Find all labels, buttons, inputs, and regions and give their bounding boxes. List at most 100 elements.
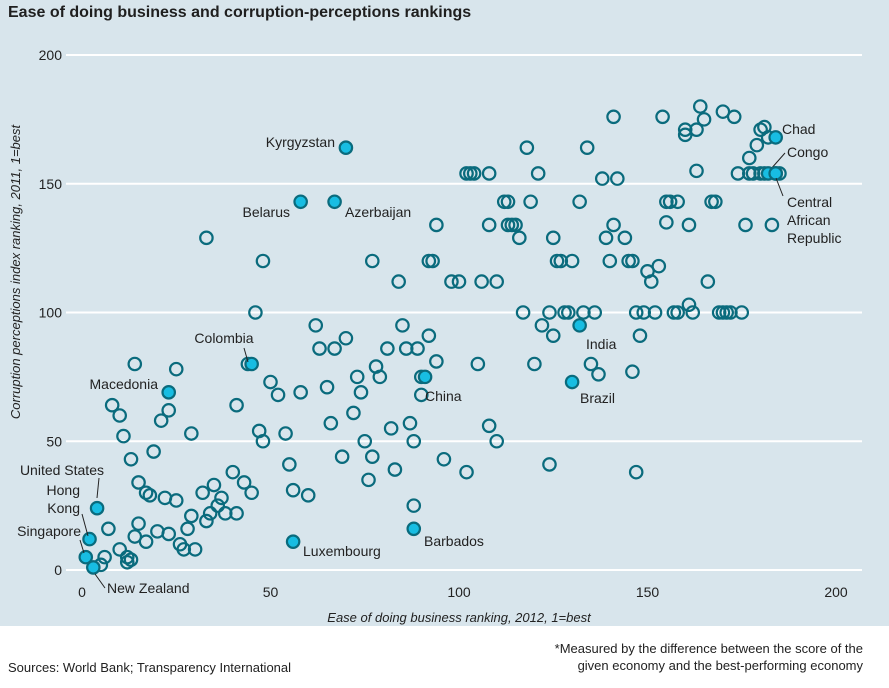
scatter-chart: 0 50 100 150 200 0 50 100 150 200 Ease of doing bu… xyxy=(8,47,862,625)
data-point-14 xyxy=(168,493,184,508)
label-congo: Congo xyxy=(787,144,828,160)
highlight-point-united-states xyxy=(89,500,105,516)
highlight-point-chad xyxy=(768,130,783,145)
footnote: *Measured by the difference between the … xyxy=(555,640,863,674)
data-point-41 xyxy=(312,341,327,356)
label-india: India xyxy=(586,336,617,352)
sources-note: Sources: World Bank; Transparency Intern… xyxy=(8,660,292,675)
data-point-141 xyxy=(685,305,701,320)
footnote-line-1: *Measured by the difference between the … xyxy=(554,641,863,656)
data-point-67 xyxy=(104,397,120,413)
data-point-107 xyxy=(542,305,557,320)
data-point-82 xyxy=(184,426,199,441)
data-point-179 xyxy=(628,464,644,480)
data-point-117 xyxy=(587,305,603,320)
highlight-point-barbados xyxy=(406,521,422,537)
data-point-173 xyxy=(689,163,704,179)
data-point-6 xyxy=(123,552,139,567)
data-point-79 xyxy=(255,253,271,269)
data-point-105 xyxy=(530,166,546,181)
data-point-39 xyxy=(300,488,316,503)
data-point-23 xyxy=(206,477,222,493)
data-point-131 xyxy=(643,274,659,289)
highlight-point-colombia xyxy=(244,356,259,372)
label-united-states: United States xyxy=(20,462,104,478)
highlight-point-china xyxy=(417,369,433,385)
data-point-144 xyxy=(700,274,716,289)
data-point-20 xyxy=(195,485,210,501)
data-point-45 xyxy=(334,449,350,464)
highlight-point-kyrgyzstan xyxy=(338,140,354,155)
data-point-57 xyxy=(387,462,403,477)
data-point-128 xyxy=(632,328,648,343)
data-point-153 xyxy=(734,305,750,320)
y-tick-label-100: 100 xyxy=(39,305,63,321)
data-point-38 xyxy=(293,385,308,400)
data-point-186 xyxy=(625,364,640,380)
data-point-181 xyxy=(406,498,422,513)
data-point-166 xyxy=(670,305,685,320)
label-hong-kong: Hong Kong xyxy=(47,482,80,516)
highlight-point-luxembourg xyxy=(285,534,301,549)
data-point-171 xyxy=(753,122,768,137)
label-barbados: Barbados xyxy=(424,533,484,549)
data-point-43 xyxy=(323,415,339,431)
data-point-109 xyxy=(545,230,561,246)
data-point-70 xyxy=(123,451,139,467)
data-point-103 xyxy=(519,140,535,155)
data-point-37 xyxy=(285,482,301,498)
data-point-175 xyxy=(542,457,557,472)
leader-central-african-republic xyxy=(775,177,784,197)
data-point-27 xyxy=(225,464,241,480)
data-point-76 xyxy=(168,361,184,377)
data-point-177 xyxy=(459,464,474,480)
data-point-72 xyxy=(138,485,154,501)
data-point-66 xyxy=(436,451,452,467)
data-point-133 xyxy=(651,258,667,274)
data-point-25 xyxy=(214,490,229,506)
label-china: China xyxy=(425,388,462,404)
data-point-116 xyxy=(579,140,595,155)
data-point-40 xyxy=(308,318,324,333)
data-point-143 xyxy=(696,112,712,127)
highlight-point-brazil xyxy=(564,374,580,390)
data-point-167 xyxy=(681,297,697,313)
data-point-132 xyxy=(647,305,663,320)
data-point-58 xyxy=(395,318,410,333)
data-point-119 xyxy=(594,171,610,186)
data-point-88 xyxy=(429,217,444,233)
data-point-46 xyxy=(338,330,354,346)
label-kyrgyzstan: Kyrgyzstan xyxy=(266,134,335,150)
data-point-75 xyxy=(161,403,177,418)
data-point-35 xyxy=(278,426,293,441)
data-point-49 xyxy=(353,385,369,400)
y-tick-label-0: 0 xyxy=(54,562,62,578)
data-point-138 xyxy=(670,194,685,210)
data-point-19 xyxy=(187,542,203,557)
label-colombia: Colombia xyxy=(194,330,253,346)
data-point-170 xyxy=(741,150,757,166)
data-point-113 xyxy=(564,253,580,269)
y-tick-label-200: 200 xyxy=(39,47,63,63)
data-point-85 xyxy=(391,274,406,289)
data-point-74 xyxy=(153,413,169,428)
highlight-point-macedonia xyxy=(161,385,177,400)
data-point-87 xyxy=(425,253,440,269)
data-point-165 xyxy=(659,215,674,230)
data-point-29 xyxy=(236,475,252,490)
data-point-3 xyxy=(112,542,127,557)
highlight-point-central-african-republic xyxy=(768,166,783,181)
data-point-22 xyxy=(202,506,218,521)
data-point-180 xyxy=(561,305,576,320)
x-axis-label: Ease of doing business ranking, 2012, 1=… xyxy=(327,610,592,625)
data-point-56 xyxy=(383,421,399,436)
label-macedonia: Macedonia xyxy=(90,376,159,392)
data-point-95 xyxy=(481,217,497,233)
data-point-101 xyxy=(512,230,527,246)
leader-hong-kong xyxy=(81,513,89,537)
data-point-84 xyxy=(364,253,380,269)
data-point-32 xyxy=(255,433,271,449)
data-point-168 xyxy=(692,99,708,114)
leader-new-zealand xyxy=(94,573,106,589)
data-point-118 xyxy=(591,366,606,382)
